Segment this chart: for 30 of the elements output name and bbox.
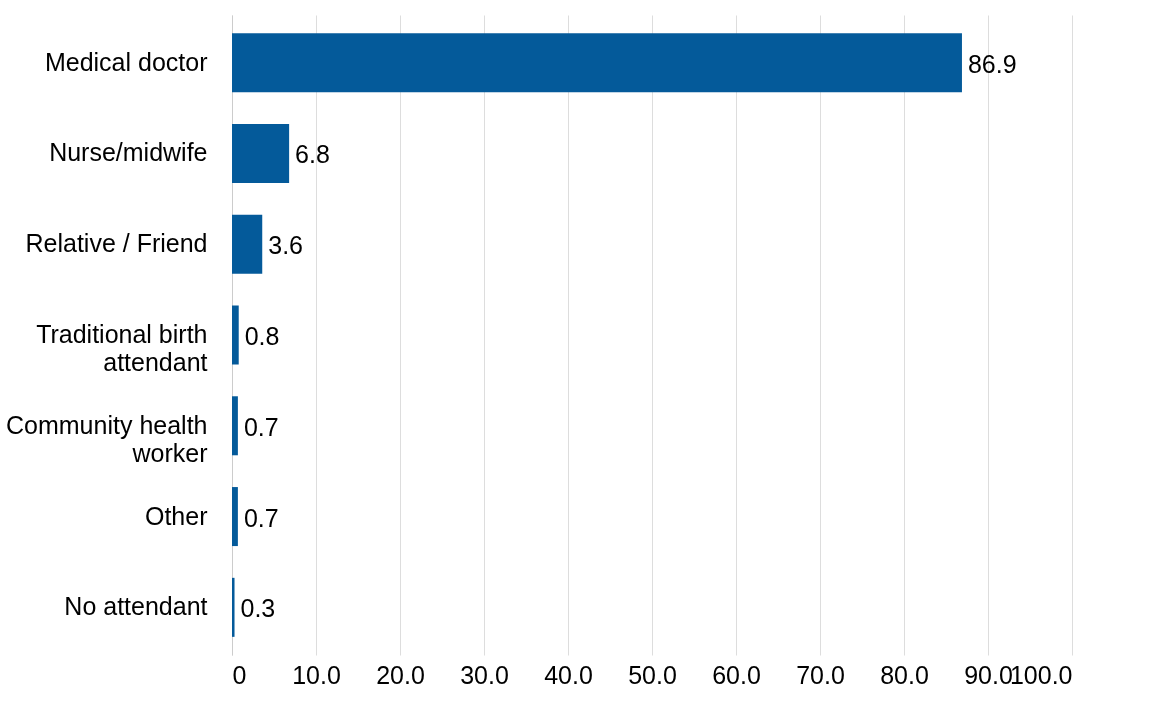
bar xyxy=(232,487,238,547)
x-tick-label: 80.0 xyxy=(880,660,929,689)
data-label: 0.7 xyxy=(243,412,279,441)
y-tick-label: Traditional birth attendant xyxy=(36,320,208,376)
y-tick-label: Community health worker xyxy=(6,410,208,467)
bar xyxy=(232,214,263,274)
y-tick-label: No attendant xyxy=(64,592,208,621)
bar xyxy=(232,123,290,183)
data-label: 86.9 xyxy=(967,49,1017,78)
x-tick-label: 70.0 xyxy=(796,660,845,689)
data-label: 0.7 xyxy=(243,503,279,532)
x-tick-label: 20.0 xyxy=(376,660,425,689)
y-tick-label: Nurse/midwife xyxy=(49,138,208,167)
bar xyxy=(232,396,238,456)
bar xyxy=(232,33,962,93)
data-label: 0.8 xyxy=(244,322,280,350)
x-tick-label: 60.0 xyxy=(712,660,761,689)
bar xyxy=(232,305,239,365)
x-tick-label: 0 xyxy=(232,660,247,689)
x-tick-label: 30.0 xyxy=(460,660,509,689)
x-tick-label: 40.0 xyxy=(544,660,593,689)
data-label: 3.6 xyxy=(268,231,304,260)
y-tick-label: Other xyxy=(144,501,208,530)
bar xyxy=(232,577,235,637)
x-tick-label: 10.0 xyxy=(292,660,341,689)
x-tick-label: 50.0 xyxy=(628,660,677,689)
y-tick-label: Relative / Friend xyxy=(25,229,208,258)
data-label: 6.8 xyxy=(295,140,330,169)
data-label: 0.3 xyxy=(240,594,276,623)
y-tick-label: Medical doctor xyxy=(44,47,208,76)
